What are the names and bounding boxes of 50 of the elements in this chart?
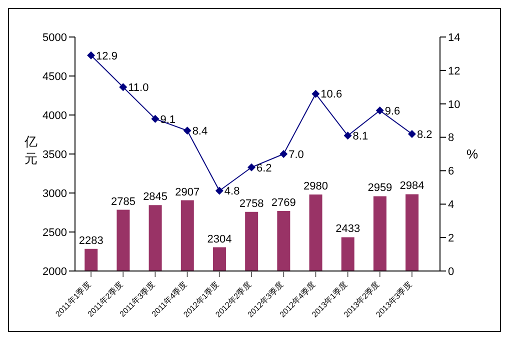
data-label: 2433	[336, 223, 360, 236]
y2-tick-label: 4	[448, 199, 454, 212]
y2-tick-label: 0	[448, 266, 454, 278]
data-label: 2907	[175, 186, 200, 198]
y-tick-label: 4500	[42, 70, 67, 83]
point	[248, 163, 256, 172]
data-label: 2769	[271, 197, 296, 210]
point	[183, 126, 192, 135]
point	[312, 90, 320, 98]
point	[408, 130, 416, 138]
data-label: 2304	[207, 233, 232, 246]
y2-tick-label: 10	[448, 98, 460, 111]
data-label: 8.1	[352, 130, 368, 143]
data-label: 6.2	[256, 162, 272, 174]
y-tick-label: 2000	[42, 266, 67, 278]
data-label: 9.1	[160, 114, 176, 126]
data-label: 10.6	[320, 88, 342, 101]
point	[87, 51, 96, 60]
data-label: 11.0	[128, 82, 149, 94]
y2-tick-label: 2	[448, 232, 454, 244]
data-label: 7.0	[288, 148, 304, 161]
y2-tick-label: 6	[448, 166, 454, 178]
data-label: 2845	[143, 191, 168, 204]
y-axis-title: 亿元	[24, 134, 38, 166]
y-tick-label: 3000	[42, 188, 67, 200]
point	[119, 83, 128, 92]
data-label: 9.6	[384, 105, 400, 118]
data-label: 12.9	[96, 50, 118, 62]
y2-tick-label: 8	[448, 132, 454, 144]
y2-tick-label: 12	[448, 65, 460, 78]
point	[280, 150, 288, 158]
data-label: 2959	[368, 182, 392, 194]
y2-tick-label: 14	[448, 32, 460, 44]
point	[151, 114, 160, 123]
point	[376, 106, 384, 115]
data-label: 2785	[110, 196, 136, 208]
data-label: 8.4	[192, 126, 208, 138]
y-tick-label: 4000	[42, 110, 67, 122]
y2-axis-title: %	[466, 146, 478, 162]
y-tick-label: 2500	[42, 226, 67, 239]
data-label: 2980	[304, 180, 328, 193]
data-label: 2984	[400, 180, 424, 192]
point	[344, 132, 352, 140]
data-label: 8.2	[416, 128, 432, 141]
data-label: 4.8	[224, 186, 240, 198]
y-tick-label: 5000	[42, 32, 67, 44]
data-label: 2758	[239, 198, 264, 210]
point	[215, 186, 224, 195]
data-label: 2283	[78, 234, 104, 247]
y-tick-label: 3500	[42, 148, 67, 161]
